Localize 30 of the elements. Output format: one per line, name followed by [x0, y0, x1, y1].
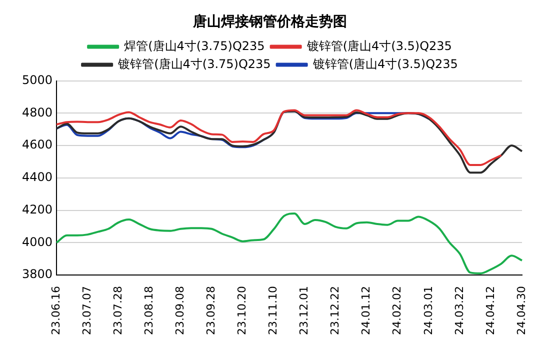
y-tick-label: 4400 — [22, 170, 53, 184]
x-tick-label: 24.04.30 — [514, 286, 528, 335]
line-series — [56, 110, 523, 174]
y-tick-label: 4600 — [22, 138, 53, 152]
line-series — [56, 109, 502, 166]
x-tick-label: 23.11.10 — [266, 286, 280, 335]
y-tick-label: 4000 — [22, 234, 53, 249]
x-tick-label: 24.03.01 — [422, 286, 435, 335]
legend-label: 镀锌管(唐山4寸(3.75)Q235 — [117, 56, 271, 71]
y-tick-label: 4200 — [22, 202, 53, 216]
x-tick-label: 23.12.01 — [298, 286, 311, 335]
x-tick-label: 23.08.18 — [142, 286, 156, 335]
y-tick-label: 4800 — [22, 105, 53, 120]
x-tick-label: 23.06.16 — [49, 286, 62, 335]
y-tick-label: 5000 — [22, 72, 53, 87]
legend-label: 镀锌管(唐山4寸(3.5)Q235 — [312, 56, 458, 71]
x-tick-label: 24.03.22 — [452, 286, 466, 335]
x-tick-label: 24.04.12 — [484, 286, 497, 335]
x-tick-label: 23.09.08 — [174, 286, 187, 335]
x-tick-label: 23.07.07 — [80, 286, 94, 335]
x-tick-label: 23.12.22 — [328, 286, 342, 335]
legend-label: 镀锌管(唐山4寸(3.5)Q235 — [306, 38, 452, 53]
x-tick-label: 24.01.12 — [360, 286, 373, 335]
x-tick-label: 23.10.20 — [236, 286, 249, 335]
y-tick-label: 3800 — [22, 267, 53, 282]
x-tick-label: 23.07.28 — [111, 286, 124, 335]
legend-label: 焊管(唐山4寸(3.75)Q235 — [124, 38, 265, 53]
x-tick-label: 23.09.28 — [204, 286, 218, 335]
chart-title: 唐山焊接钢管价格走势图 — [192, 13, 347, 30]
x-tick-label: 24.02.02 — [390, 286, 404, 335]
